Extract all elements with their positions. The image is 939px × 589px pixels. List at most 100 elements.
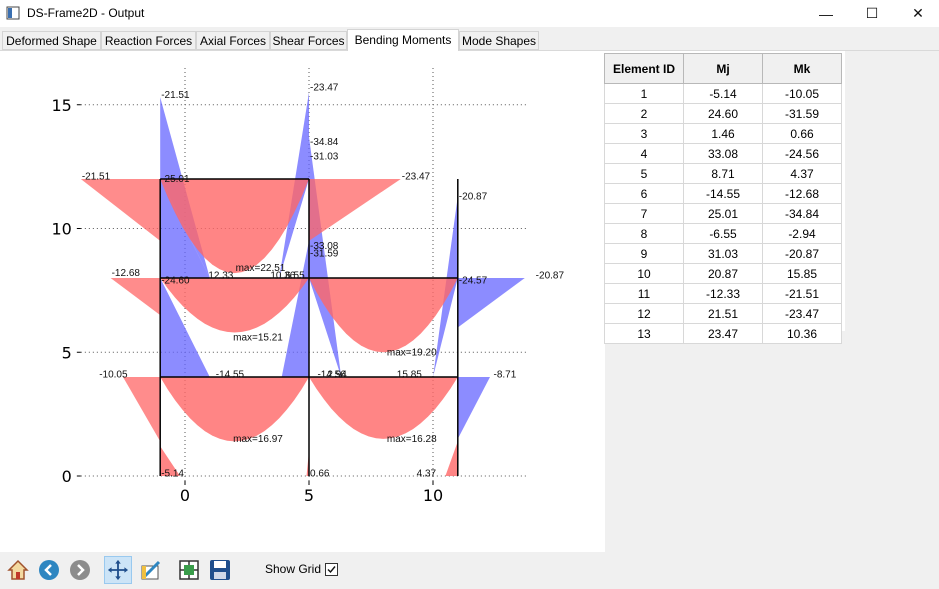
beam-moment-region bbox=[160, 377, 309, 442]
beam-moment-region bbox=[309, 377, 458, 439]
cell-mk: -31.59 bbox=[762, 103, 842, 124]
cell-element-id: 13 bbox=[604, 323, 684, 344]
x-tick-label: 0 bbox=[180, 486, 190, 505]
moment-value-label: -25.01 bbox=[161, 174, 190, 185]
cell-element-id: 12 bbox=[604, 303, 684, 324]
cell-mk: 10.36 bbox=[762, 323, 842, 344]
cell-mj: -5.14 bbox=[683, 83, 763, 104]
cell-mj: 23.47 bbox=[683, 323, 763, 344]
cell-element-id: 10 bbox=[604, 263, 684, 284]
beam-moment-region bbox=[160, 278, 309, 333]
tab-deformed-shape[interactable]: Deformed Shape bbox=[2, 31, 101, 50]
moment-value-label: -8.71 bbox=[494, 370, 517, 381]
moment-value-label: -23.47 bbox=[310, 82, 339, 93]
show-grid-checkbox[interactable] bbox=[325, 562, 339, 576]
y-tick-label: 5 bbox=[62, 343, 72, 362]
show-grid-toggle[interactable]: Show Grid bbox=[265, 562, 339, 576]
back-arrow-icon[interactable] bbox=[35, 556, 63, 584]
cell-mj: 1.46 bbox=[683, 123, 763, 144]
tab-shear-forces[interactable]: Shear Forces bbox=[270, 31, 347, 50]
home-icon[interactable] bbox=[4, 556, 32, 584]
zoom-fit-icon[interactable] bbox=[175, 556, 203, 584]
cell-mk: -12.68 bbox=[762, 183, 842, 204]
moment-value-label: -23.47 bbox=[402, 172, 431, 183]
forward-arrow-icon[interactable] bbox=[66, 556, 94, 584]
cell-element-id: 3 bbox=[604, 123, 684, 144]
cell-mk: 15.85 bbox=[762, 263, 842, 284]
moment-value-label: -21.51 bbox=[161, 90, 190, 101]
cell-mj: 25.01 bbox=[683, 203, 763, 224]
tab-reaction-forces[interactable]: Reaction Forces bbox=[101, 31, 196, 50]
maximize-button[interactable]: ☐ bbox=[865, 5, 879, 21]
moment-value-label: -31.03 bbox=[310, 152, 339, 163]
moment-value-label: -24.57 bbox=[459, 275, 488, 286]
moment-value-label: max=16.28 bbox=[387, 434, 437, 445]
moment-value-label: -24.60 bbox=[161, 275, 190, 286]
moment-value-label: 10.36 bbox=[270, 271, 295, 282]
moment-region bbox=[281, 240, 309, 377]
tab-mode-shapes[interactable]: Mode Shapes bbox=[459, 31, 539, 50]
title-bar: DS-Frame2D - Output — ☐ ✕ bbox=[0, 0, 939, 27]
moment-region bbox=[80, 179, 161, 241]
table-row[interactable]: 5 8.71 4.37 bbox=[604, 163, 842, 184]
configure-subplots-icon[interactable] bbox=[137, 556, 165, 584]
show-grid-label: Show Grid bbox=[265, 562, 322, 576]
table-row[interactable]: 10 20.87 15.85 bbox=[604, 263, 842, 284]
moment-value-label: -33.08 bbox=[310, 241, 339, 252]
bending-moment-plot[interactable]: -21.51 -23.47 -21.51 -25.01 -23.47 -34.84 -31.… bbox=[0, 51, 605, 551]
save-icon[interactable] bbox=[206, 556, 234, 584]
y-tick-label: 10 bbox=[51, 220, 71, 239]
close-button[interactable]: ✕ bbox=[912, 5, 924, 21]
tab-bending-moments[interactable]: Bending Moments bbox=[347, 29, 459, 51]
moment-value-label: max=19.20 bbox=[387, 347, 437, 358]
table-row[interactable]: 11 -12.33 -21.51 bbox=[604, 283, 842, 304]
column-header-mk[interactable]: Mk bbox=[762, 53, 842, 84]
window-title: DS-Frame2D - Output bbox=[27, 6, 145, 20]
table-row[interactable]: 6 -14.55 -12.68 bbox=[604, 183, 842, 204]
table-row[interactable]: 7 25.01 -34.84 bbox=[604, 203, 842, 224]
moment-value-label: 2.94 bbox=[327, 370, 347, 381]
moment-value-label: -21.51 bbox=[82, 172, 111, 183]
moment-value-label: -20.87 bbox=[536, 271, 565, 282]
column-header-element-id[interactable]: Element ID bbox=[604, 53, 684, 84]
table-row[interactable]: 1 -5.14 -10.05 bbox=[604, 83, 842, 104]
cell-element-id: 2 bbox=[604, 103, 684, 124]
cell-mk: -10.05 bbox=[762, 83, 842, 104]
cell-mk: -2.94 bbox=[762, 223, 842, 244]
moment-value-label: -34.84 bbox=[310, 137, 339, 148]
checkmark-icon bbox=[327, 565, 336, 573]
moment-value-label: -5.14 bbox=[161, 469, 184, 480]
moment-value-label: -14.55 bbox=[216, 370, 245, 381]
cell-mk: -20.87 bbox=[762, 243, 842, 264]
y-tick-label: 0 bbox=[62, 467, 72, 486]
cell-mk: -34.84 bbox=[762, 203, 842, 224]
side-panel bbox=[845, 51, 939, 589]
table-row[interactable]: 3 1.46 0.66 bbox=[604, 123, 842, 144]
cell-mk: -24.56 bbox=[762, 143, 842, 164]
moment-value-label: -31.59 bbox=[310, 248, 339, 259]
cell-element-id: 4 bbox=[604, 143, 684, 164]
table-row[interactable]: 2 24.60 -31.59 bbox=[604, 103, 842, 124]
moment-region bbox=[433, 196, 458, 377]
table-row[interactable]: 4 33.08 -24.56 bbox=[604, 143, 842, 164]
tab-content: -21.51 -23.47 -21.51 -25.01 -23.47 -34.84 -31.… bbox=[0, 50, 939, 589]
cell-mj: 21.51 bbox=[683, 303, 763, 324]
pan-icon[interactable] bbox=[104, 556, 132, 584]
cell-element-id: 7 bbox=[604, 203, 684, 224]
cell-mj: 31.03 bbox=[683, 243, 763, 264]
moment-region bbox=[445, 441, 458, 476]
table-row[interactable]: 13 23.47 10.36 bbox=[604, 323, 842, 344]
tab-axial-forces[interactable]: Axial Forces bbox=[196, 31, 270, 50]
moment-region bbox=[457, 278, 525, 328]
table-row[interactable]: 8 -6.55 -2.94 bbox=[604, 223, 842, 244]
moment-value-label: -12.68 bbox=[112, 268, 141, 279]
x-tick-label: 5 bbox=[304, 486, 314, 505]
minimize-button[interactable]: — bbox=[819, 5, 833, 22]
y-tick-label: 15 bbox=[51, 96, 71, 115]
table-row[interactable]: 12 21.51 -23.47 bbox=[604, 303, 842, 324]
table-row[interactable]: 9 31.03 -20.87 bbox=[604, 243, 842, 264]
column-header-mj[interactable]: Mj bbox=[683, 53, 763, 84]
cell-element-id: 9 bbox=[604, 243, 684, 264]
table-empty-area bbox=[605, 331, 845, 589]
cell-mj: -14.55 bbox=[683, 183, 763, 204]
